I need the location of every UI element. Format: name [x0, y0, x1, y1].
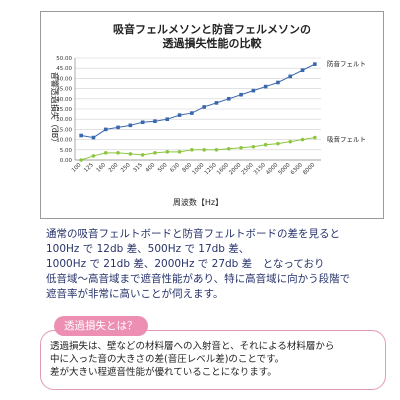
y-tick-label: 5.00 [60, 148, 73, 154]
definition-text: 透過損失は、壁などの材料層への入射音と、それによる材料層から 中に入った音の大き… [50, 340, 380, 379]
transmission-loss-chart: 0.00 5.00 10.00 15.00 20.00 25.00 30.00 35.00 40… [50, 56, 366, 207]
data-point-soundproof-felt [79, 133, 83, 138]
x-tick-label: 400 [145, 162, 157, 174]
data-point-absorbing-felt [313, 135, 317, 140]
data-point-soundproof-felt [153, 119, 157, 124]
series-line-absorbing-felt [80, 137, 315, 161]
data-point-soundproof-felt [116, 125, 120, 130]
y-tick-label: 15.00 [56, 127, 72, 133]
description-line: 通常の吸音フェルトボードと防音フェルトボードの差を見ると [46, 228, 340, 240]
x-axis-title: 周波数【Hz】 [173, 197, 223, 207]
x-tick-label: 200 [108, 162, 120, 174]
data-point-absorbing-felt [263, 142, 268, 147]
data-point-absorbing-felt [300, 137, 305, 142]
data-point-soundproof-felt [276, 80, 280, 85]
description-line: 100Hz で 12db 差、500Hz で 17db 差、 [46, 243, 250, 255]
x-tick-label: 3150 [253, 162, 267, 176]
x-tick-label: 2500 [241, 162, 255, 176]
data-point-soundproof-felt [313, 62, 317, 66]
x-tick-label: 1600 [216, 162, 230, 176]
y-tick-label: 30.00 [56, 97, 72, 103]
data-point-absorbing-felt [140, 153, 145, 157]
y-tick-label: 40.00 [56, 76, 72, 82]
data-point-soundproof-felt [140, 120, 145, 125]
chart-frame: 吸音フェルメソンと防音フェルメソンの 透過損失性能の比較 0.00 5.00 10.… [40, 11, 384, 219]
data-point-soundproof-felt [128, 123, 133, 128]
data-point-soundproof-felt [202, 105, 206, 109]
y-tick-label: 25.00 [56, 107, 72, 113]
x-tick-label: 8000 [302, 162, 316, 176]
definition-title: 透過損失とは？ [54, 316, 148, 336]
y-tick-label: 0.00 [60, 158, 73, 164]
data-point-absorbing-felt [128, 152, 133, 156]
y-tick-label: 35.00 [56, 87, 72, 93]
x-tick-label: 315 [132, 162, 144, 174]
definition-line: 差が大きい程遮音性能が優れていることになります。 [50, 367, 277, 378]
description-line: 遮音率が非常に高いことが伺えます。 [46, 288, 224, 300]
x-tick-label: 2000 [228, 162, 242, 176]
x-tick-label: 6300 [290, 162, 304, 176]
definition-line: 中に入った音の大きさの差(音圧レベル差)のことです。 [50, 354, 285, 365]
legend-label-soundproof-felt: 防音フェルト [327, 59, 366, 68]
chart-title-line-2: 透過損失性能の比較 [162, 37, 262, 50]
data-point-absorbing-felt [214, 148, 219, 152]
description-line: 低音域～高音域まで遮音性能があり、特に高音域に向かう段階で [46, 273, 351, 285]
data-point-absorbing-felt [79, 158, 83, 162]
data-point-absorbing-felt [202, 148, 206, 152]
x-tick-label: 1000 [191, 162, 205, 176]
data-point-soundproof-felt [177, 113, 182, 117]
x-tick-label: 250 [120, 162, 132, 174]
data-point-soundproof-felt [251, 88, 256, 93]
x-tick-label: 125 [83, 162, 95, 174]
series-line-soundproof-felt [81, 63, 316, 139]
definition-line: 透過損失は、壁などの材料層への入射音と、それによる材料層から [50, 341, 335, 352]
x-tick-label: 4000 [265, 162, 279, 176]
y-axis-title: 音響透過損失（dB） [50, 72, 60, 147]
x-tick-label: 630 [169, 162, 181, 174]
data-point-absorbing-felt [226, 146, 231, 151]
data-point-absorbing-felt [165, 150, 170, 154]
legend-label-absorbing-felt: 吸音フェルト [327, 135, 366, 144]
data-point-absorbing-felt [116, 151, 120, 155]
chart-title-line-1: 吸音フェルメソンと防音フェルメソンの [113, 23, 311, 36]
comparison-description: 通常の吸音フェルトボードと防音フェルトボードの差を見ると 100Hz で 12d… [46, 227, 392, 302]
data-point-absorbing-felt [103, 151, 108, 155]
y-tick-label: 45.00 [56, 66, 72, 72]
data-point-soundproof-felt [190, 111, 194, 115]
y-tick-label: 50.00 [56, 56, 72, 62]
y-tick-label: 20.00 [56, 117, 72, 123]
description-line: 1000Hz で 21db 差、2000Hz で 27db 差 となっており [46, 258, 325, 270]
data-point-absorbing-felt [91, 154, 96, 158]
x-tick-label: 160 [95, 162, 107, 174]
data-point-absorbing-felt [153, 151, 157, 155]
definition-box [40, 330, 386, 390]
data-point-absorbing-felt [239, 145, 243, 150]
y-tick-label: 10.00 [56, 138, 72, 144]
data-point-soundproof-felt [226, 97, 231, 101]
data-point-soundproof-felt [91, 135, 96, 140]
x-tick-label: 1250 [204, 162, 218, 176]
data-point-soundproof-felt [103, 127, 108, 132]
data-point-soundproof-felt [239, 92, 243, 97]
data-point-soundproof-felt [214, 101, 219, 105]
data-point-absorbing-felt [251, 144, 256, 149]
data-point-soundproof-felt [165, 117, 170, 121]
x-tick-label: 500 [157, 162, 169, 174]
x-tick-label: 5000 [278, 162, 292, 176]
data-point-soundproof-felt [288, 74, 293, 79]
x-tick-label: 100 [71, 162, 83, 174]
data-point-absorbing-felt [276, 141, 280, 146]
data-point-absorbing-felt [190, 148, 194, 152]
data-point-absorbing-felt [288, 139, 293, 144]
data-point-soundproof-felt [300, 68, 305, 73]
data-point-soundproof-felt [263, 84, 268, 89]
data-point-absorbing-felt [177, 150, 182, 154]
